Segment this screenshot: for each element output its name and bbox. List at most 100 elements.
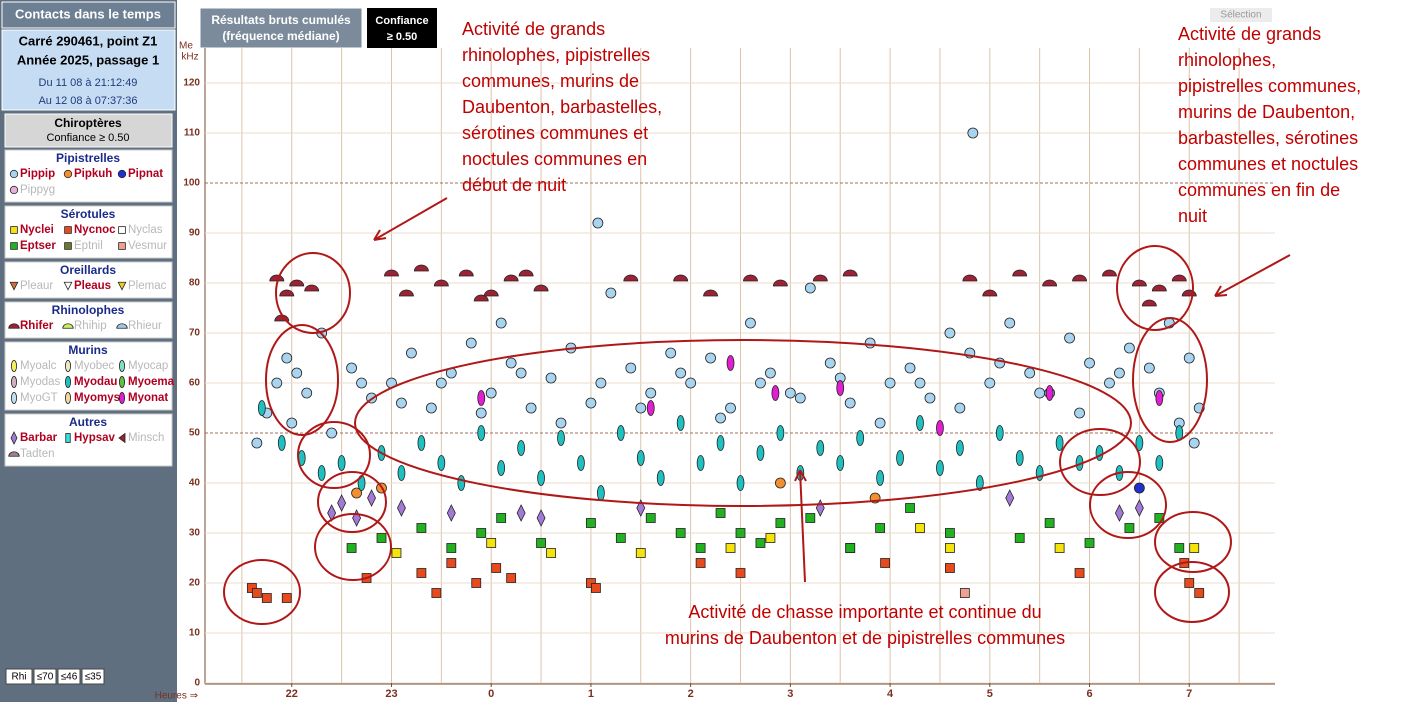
y-tick-label: 20: [189, 578, 201, 589]
point: [645, 513, 656, 523]
highlight-ellipse: [1154, 511, 1232, 573]
point: [435, 377, 447, 389]
point: [477, 425, 486, 441]
point: [446, 558, 457, 568]
filter-button[interactable]: [5, 668, 33, 685]
point: [351, 487, 362, 499]
y-tick-label: 50: [189, 428, 201, 439]
point: [864, 337, 876, 349]
legend-label: Myonat: [128, 392, 168, 404]
point: [936, 420, 944, 436]
point: [65, 433, 71, 443]
legend-group: [4, 301, 173, 339]
point: [437, 455, 446, 471]
point: [289, 279, 305, 287]
point: [756, 445, 765, 461]
point: [555, 417, 567, 429]
annotation: barbastelles, sérotines: [1178, 128, 1358, 148]
point: [63, 169, 73, 179]
x-tick-label: 5: [987, 688, 993, 700]
highlight-ellipse: [1059, 428, 1141, 496]
point: [251, 437, 263, 449]
legend-label: Pleaus: [74, 280, 111, 292]
point: [118, 359, 126, 373]
legend-label: Hypsav: [74, 432, 116, 444]
point: [1114, 367, 1125, 379]
confidence-button[interactable]: [367, 8, 437, 48]
point: [517, 440, 526, 456]
point: [473, 294, 489, 302]
point: [1045, 385, 1054, 401]
point: [425, 402, 437, 414]
point: [774, 477, 786, 489]
point: [656, 470, 665, 486]
point: [916, 415, 924, 431]
point: [995, 425, 1004, 441]
point: [10, 242, 18, 250]
point: [251, 588, 262, 598]
point: [1044, 518, 1055, 528]
point: [776, 425, 785, 441]
point: [391, 548, 402, 558]
chiro-box: [4, 113, 173, 148]
point: [914, 377, 926, 389]
point: [676, 415, 685, 431]
selection-button[interactable]: [1210, 8, 1272, 22]
point: [616, 425, 625, 441]
point: [646, 400, 655, 416]
annotation: début de nuit: [462, 175, 566, 195]
point: [805, 513, 816, 523]
point: [62, 323, 74, 329]
legend-group: [4, 341, 173, 411]
point: [842, 269, 858, 277]
legend-label: Barbar: [20, 432, 58, 444]
legend-group-title: Sérotules: [61, 207, 116, 221]
point: [457, 475, 466, 491]
x-tick-label: 1: [588, 688, 594, 700]
legend-label: Myobec: [74, 360, 115, 372]
point: [875, 523, 886, 533]
highlight-ellipse: [223, 559, 301, 625]
legend-label: Vesmur: [128, 240, 167, 252]
y-tick-label: 90: [189, 228, 201, 239]
point: [257, 400, 266, 416]
point: [495, 317, 507, 329]
info: Du 11 08 à 21:12:49: [39, 77, 138, 89]
point: [337, 455, 346, 471]
point: [1042, 279, 1058, 287]
highlight-ellipse: [1154, 561, 1230, 623]
filter-button[interactable]: [81, 668, 105, 685]
point: [905, 503, 915, 513]
point: [975, 475, 984, 491]
highlight-ellipse: [297, 421, 371, 489]
point: [337, 494, 347, 512]
point: [735, 528, 746, 538]
point: [64, 242, 72, 250]
point: [1084, 357, 1095, 369]
filter-button[interactable]: [57, 668, 81, 685]
point: [784, 387, 796, 399]
point: [856, 430, 865, 446]
legend-label: Myocap: [128, 360, 168, 372]
point: [1174, 543, 1185, 553]
results-button[interactable]: [199, 7, 363, 49]
point: [695, 543, 706, 553]
point: [794, 392, 806, 404]
button-text: Sélection: [1220, 10, 1261, 21]
point: [352, 509, 362, 527]
point: [982, 289, 998, 297]
point: [536, 509, 546, 527]
point: [491, 563, 502, 573]
point: [8, 323, 20, 329]
filter-button[interactable]: [33, 668, 57, 685]
info: Année 2025, passage 1: [17, 52, 159, 67]
point: [281, 352, 293, 364]
point: [471, 578, 482, 588]
point: [896, 450, 904, 466]
annotation: murins de Daubenton et de pipistrelles c…: [665, 628, 1065, 648]
point: [595, 377, 607, 389]
point: [1124, 342, 1135, 354]
y-tick-label: 80: [189, 278, 201, 289]
point: [1151, 284, 1167, 292]
point: [596, 485, 605, 501]
